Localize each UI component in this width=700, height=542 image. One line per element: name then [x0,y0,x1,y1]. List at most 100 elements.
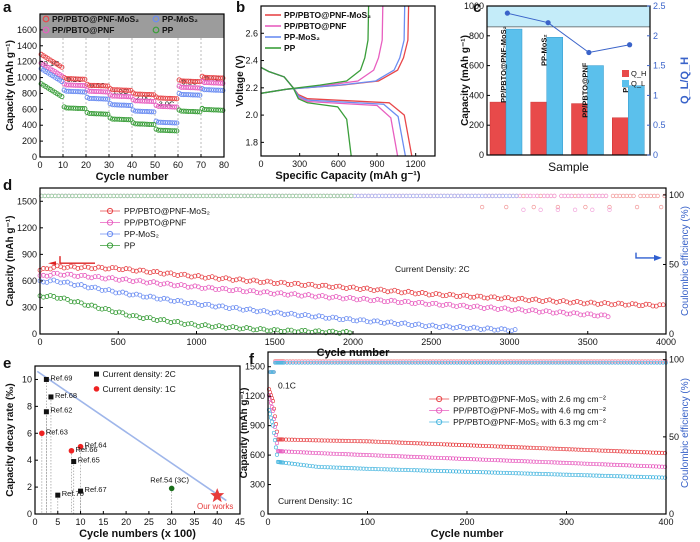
legend-band [40,14,224,38]
capacity-point [630,474,635,479]
ref-point-3c [168,485,175,492]
capacity-point [659,450,665,456]
ce-point [628,193,633,199]
capacity-point [645,475,650,480]
ce-point [173,193,178,199]
ce-point [366,193,371,199]
capacity-point [492,458,497,463]
capacity-point [451,469,456,474]
ce-point [603,193,609,199]
ce-point [132,193,137,199]
capacity-point [582,461,587,466]
panel-label-d: d [3,177,12,194]
capacity-point [630,449,635,454]
capacity-point [462,443,468,448]
ce-point [297,193,302,199]
capacity-point [588,448,593,453]
capacity-point [261,289,267,295]
ce-point [566,193,571,199]
capacity-point [426,323,432,329]
ce-point [655,193,660,199]
ce-point [152,193,158,199]
ce-point [390,193,395,199]
capacity-point [322,438,327,443]
x-tick-label: 5 [55,517,60,527]
data-point-a [59,73,65,79]
legend-label: PP/PBTO@PNF-MoS₂ [52,14,139,24]
ce-point [183,193,189,199]
legend-label: Current density: 2C [103,369,176,379]
legend-label: PP [124,241,136,251]
ce-point [42,193,48,199]
ce-point [541,193,547,199]
ce-point [338,193,344,199]
ce-point [70,193,75,199]
capacity-point [280,437,285,442]
ce-point [163,193,168,199]
capacity-point [507,458,512,463]
capacity-point [594,473,599,478]
capacity-point [436,442,441,447]
capacity-point [448,442,453,447]
legend-marker [436,418,443,426]
ce-point [46,193,51,199]
x-tick-label: 0 [258,159,263,169]
bar-qh [530,101,547,156]
capacity-point [597,448,602,453]
capacity-point [582,473,587,478]
capacity-point [192,273,198,279]
data-point-a [103,89,109,95]
capacity-point [368,298,373,304]
capacity-point [459,469,465,474]
capacity-point [370,466,375,472]
ce-point [393,193,399,199]
ce-point [531,204,536,210]
capacity-point [331,438,336,443]
capacity-point [412,468,417,473]
capacity-point [375,296,380,302]
data-point-a [171,128,178,134]
left-arrow-head [48,261,56,266]
capacity-point [355,439,360,444]
ce-point [548,193,554,199]
ref-label: Ref.68 [55,391,77,400]
capacity-point [370,439,375,444]
capacity-point [302,292,308,298]
x-axis-label: Cycle number [431,528,504,540]
data-point-a [82,89,88,95]
capacity-point [485,325,490,331]
capacity-point [289,437,294,442]
capacity-point [558,472,563,477]
our-works-label: Our works [197,502,233,511]
capacity-point [639,463,644,468]
capacity-point [651,450,656,455]
capacity-point [582,447,587,452]
x-axis-label: Cycle number [96,171,169,183]
legend-marker [106,230,114,238]
capacity-point [501,458,506,463]
capacity-point [367,453,372,458]
ce-point [307,193,313,199]
capacity-point [423,301,429,307]
capacity-point [161,295,167,301]
capacity-point [471,304,477,309]
capacity-point [642,474,647,480]
y-tick-label: 800 [469,31,484,41]
capacity-point [612,449,617,454]
ce-point [376,193,381,199]
capacity-point [301,463,306,468]
capacity-point [594,462,599,467]
rate-label: 0.2C [67,75,83,84]
capacity-point [381,299,387,305]
capacity-point [270,408,276,413]
capacity-point [82,302,88,308]
capacity-point [474,470,480,475]
capacity-point [591,313,597,319]
capacity-point [454,442,459,447]
capacity-point [643,301,649,307]
capacity-point [609,462,614,467]
capacity-point [450,303,456,309]
right-axis-arrow [635,252,656,259]
capacity-point [395,300,401,305]
capacity-point [397,467,402,472]
